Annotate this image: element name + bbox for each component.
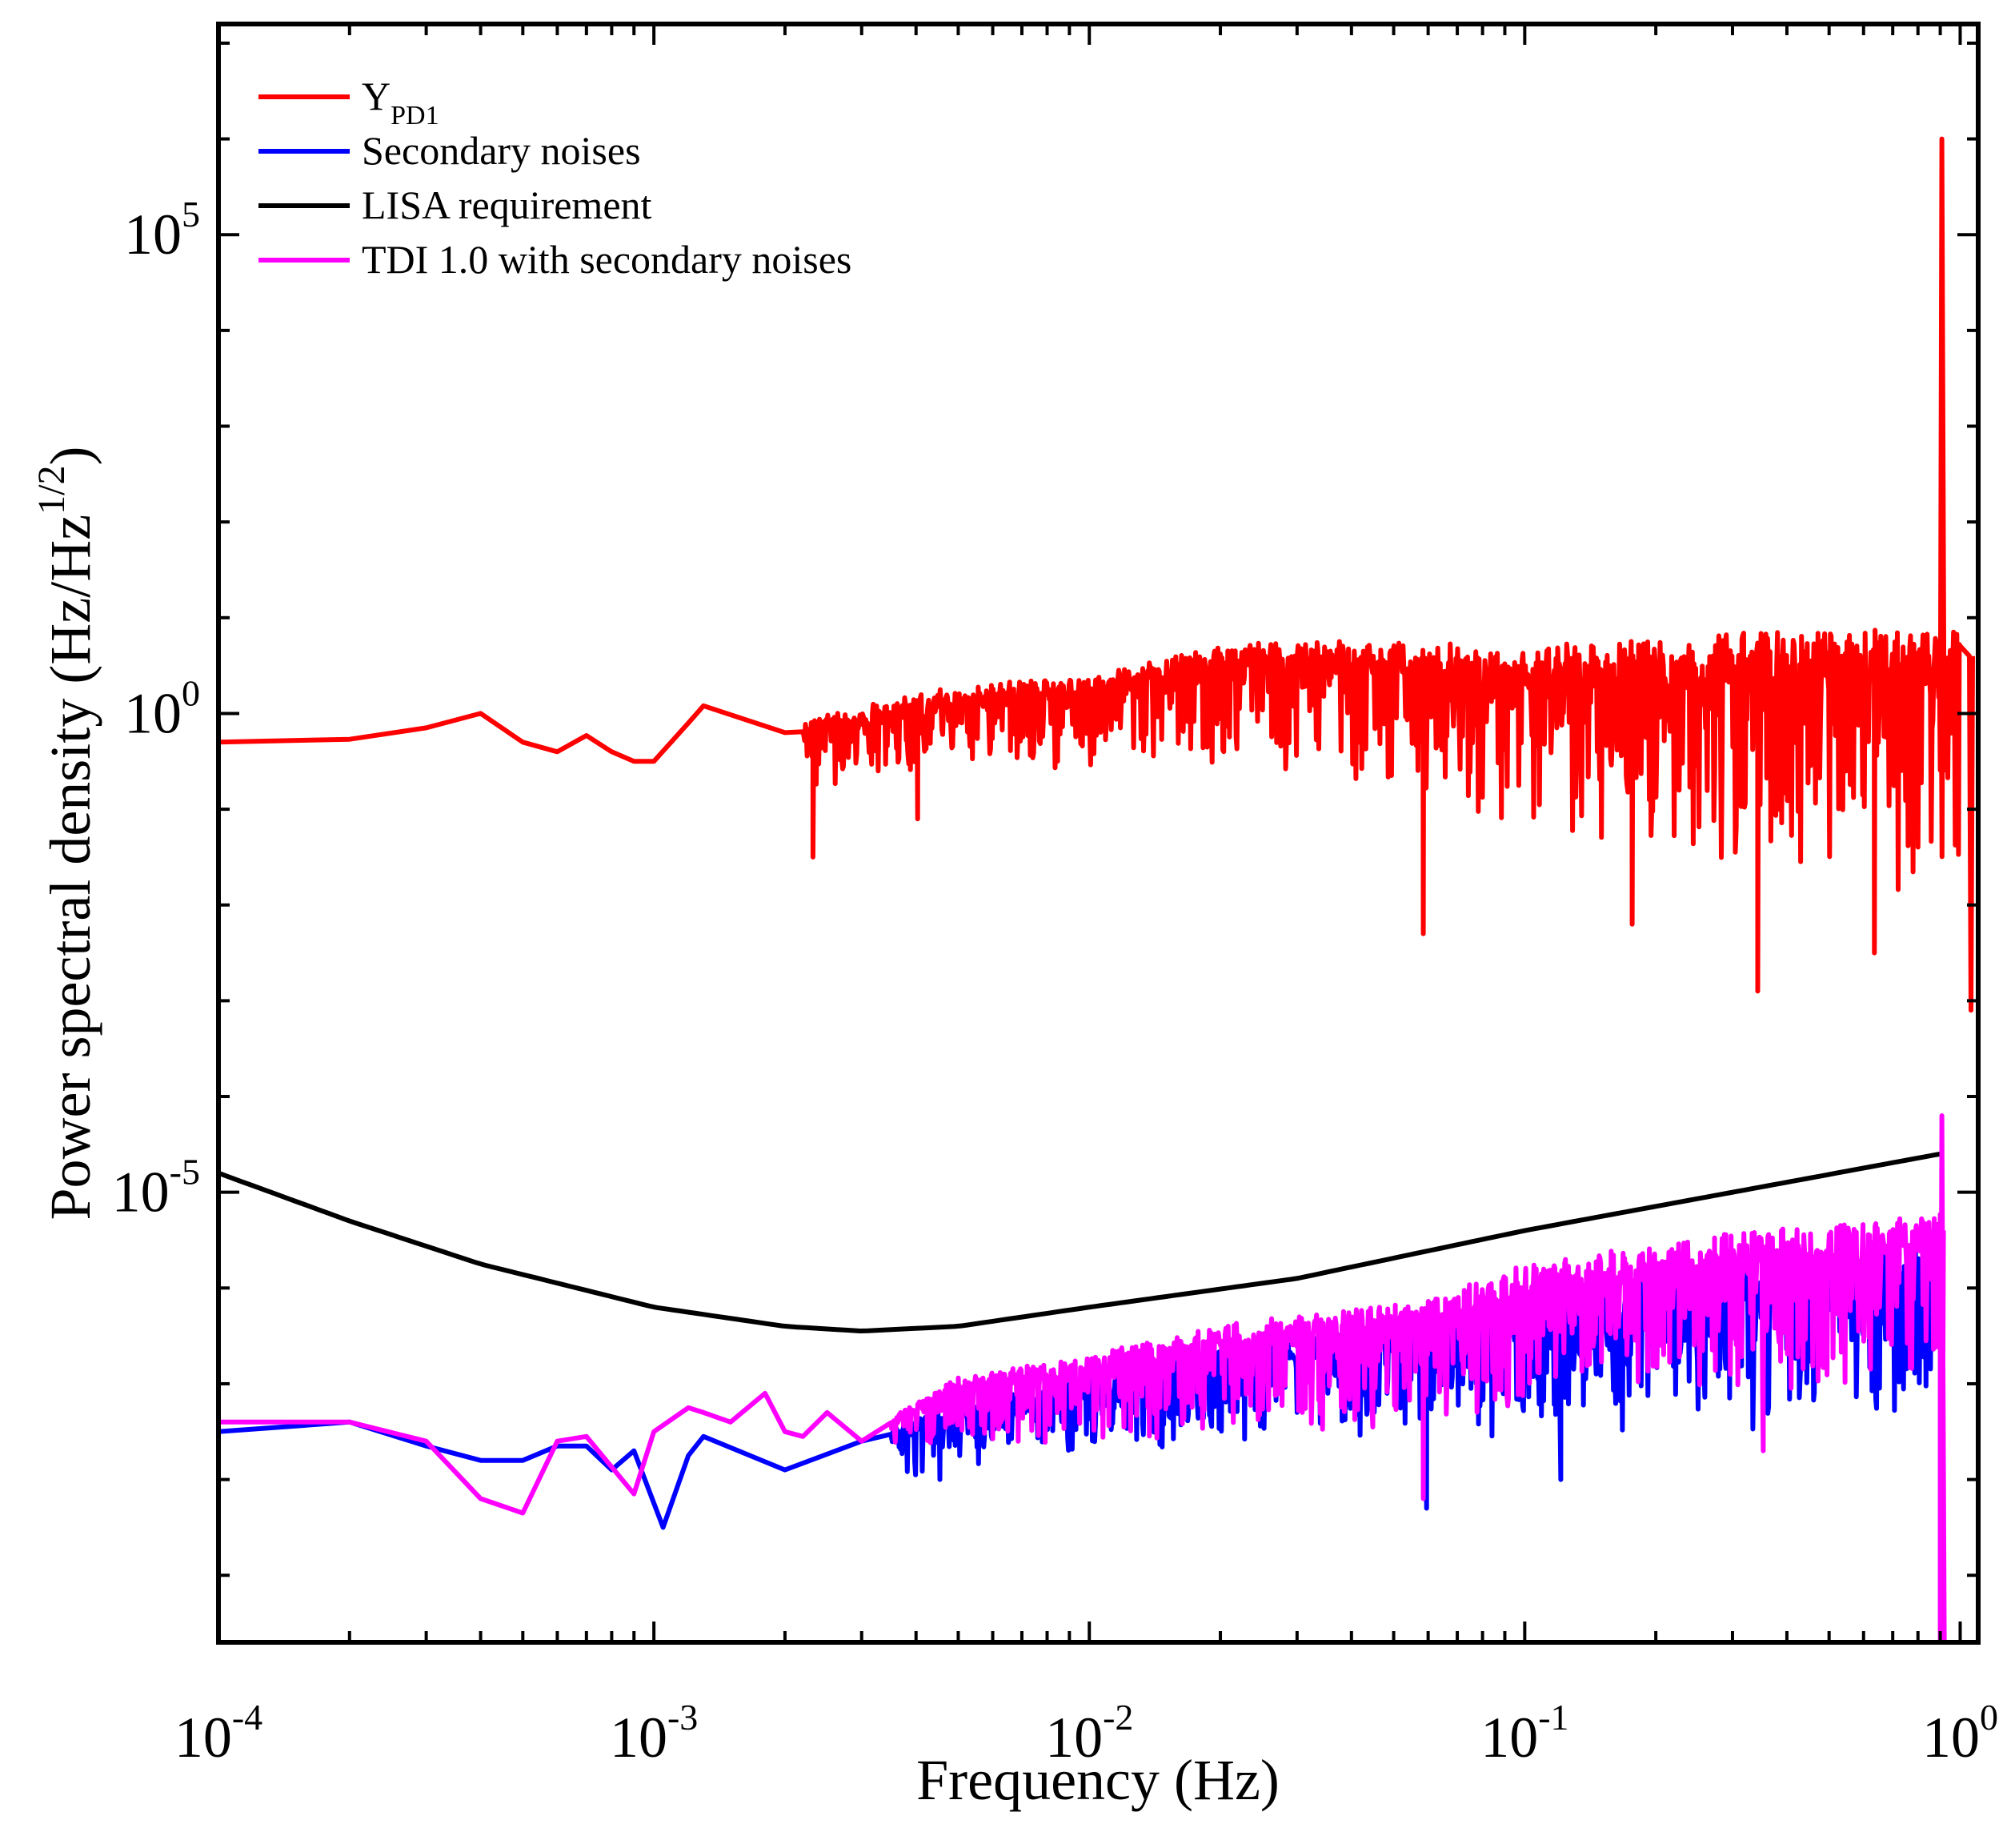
series-layer [218, 136, 1975, 1642]
y-tick-labels: 105 100 10-5 [112, 194, 200, 1224]
x-axis-title: Frequency (Hz) [916, 1748, 1280, 1812]
x-tick-label: 10-4 [174, 1697, 262, 1770]
legend-label: Secondary noises [362, 128, 641, 173]
legend-label: YPD1 [362, 74, 439, 130]
x-tick-labels: 10-4 10-3 10-2 10-1 100 [174, 1697, 1998, 1770]
x-tick-label: 10-2 [1045, 1697, 1133, 1770]
series-line-y-pd1 [218, 136, 1975, 1013]
series-line-lisa-requirement [218, 1151, 1941, 1333]
x-tick-label: 100 [1922, 1697, 1998, 1770]
x-tick-label: 10-1 [1480, 1697, 1568, 1770]
y-axis-title: Power spectral density (Hz/Hz1/2) [30, 446, 102, 1220]
plot-frame [216, 22, 1981, 1645]
y-tick-label: 105 [124, 194, 200, 267]
y-tick-label: 10-5 [112, 1152, 200, 1225]
y-tick-label: 100 [124, 672, 200, 745]
legend-label: LISA requirement [362, 182, 652, 227]
series-line-tdi-1-0-with-secondary-noises [218, 1113, 1947, 1642]
legend-label: TDI 1.0 with secondary noises [362, 237, 851, 282]
x-tick-label: 10-3 [610, 1697, 698, 1770]
